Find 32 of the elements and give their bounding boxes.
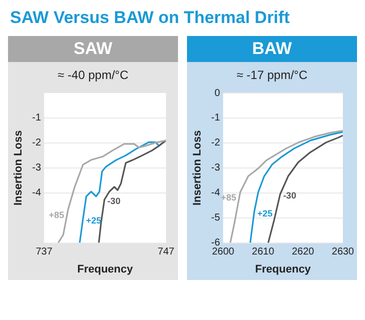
y-tick-label: -1 <box>32 112 42 124</box>
chart-title: BAW <box>187 36 357 62</box>
series-label: -30 <box>107 196 120 206</box>
y-tick-label: -4 <box>211 188 221 199</box>
y-tick-label: 0 <box>214 88 221 99</box>
x-tick-label: 2610 <box>252 246 275 258</box>
y-tick-label: -4 <box>32 188 42 199</box>
y-tick-label: -2 <box>32 138 42 149</box>
chart-subtitle: ≈ -40 ppm/°C <box>56 67 130 84</box>
series-label: +25 <box>257 208 273 218</box>
y-tick-label: -6 <box>211 238 221 249</box>
y-tick-label: -1 <box>211 112 221 124</box>
text: SAW Versus BAW on Thermal Drift <box>9 8 291 29</box>
series-label: +25 <box>86 215 102 226</box>
y-tick-label: -2 <box>211 138 221 149</box>
x-tick-label: 2630 <box>332 246 354 258</box>
chart-subtitle: ≈ -17 ppm/°C <box>236 67 308 84</box>
x-tick-label: 2620 <box>292 246 315 258</box>
x-axis-title: Frequency <box>255 263 312 276</box>
x-tick-label: 2600 <box>212 246 235 258</box>
y-tick-label: -5 <box>211 212 221 224</box>
series-label: -30 <box>283 190 296 201</box>
y-axis-title: Insertion Loss <box>12 130 25 206</box>
series-label: +85 <box>48 210 64 220</box>
chart-title: SAW <box>8 36 178 62</box>
y-tick-label: -3 <box>211 162 221 174</box>
y-tick-label: -3 <box>32 162 42 174</box>
x-tick-label: 747 <box>158 246 175 258</box>
x-tick-label: 737 <box>36 246 53 258</box>
series-label: +85 <box>220 192 236 203</box>
x-axis-title: Frequency <box>77 263 134 276</box>
y-axis-title: Insertion Loss <box>192 130 204 206</box>
